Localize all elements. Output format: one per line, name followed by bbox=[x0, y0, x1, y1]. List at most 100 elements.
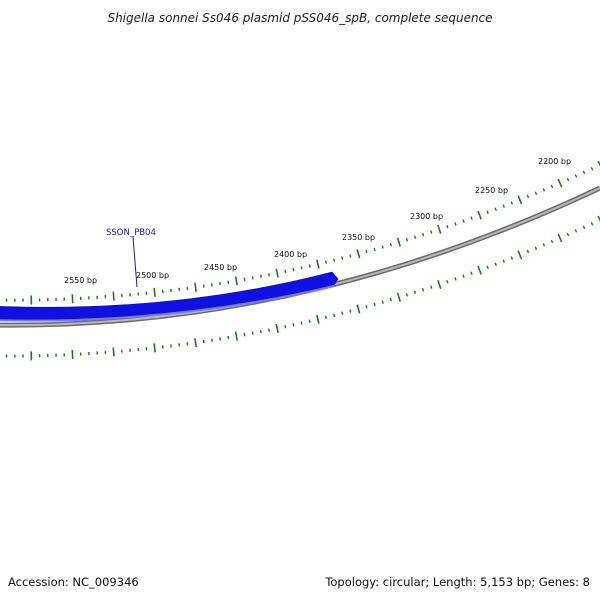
outer-major-tick bbox=[396, 237, 401, 247]
inner-minor-tick bbox=[574, 229, 578, 233]
outer-major-tick bbox=[557, 178, 563, 188]
outer-minor-tick bbox=[534, 191, 538, 195]
inner-minor-tick bbox=[510, 256, 514, 260]
outer-major-tick bbox=[194, 282, 197, 292]
outer-minor-tick bbox=[259, 274, 262, 279]
outer-major-tick bbox=[437, 224, 442, 234]
inner-minor-tick bbox=[341, 311, 344, 315]
outer-minor-tick bbox=[284, 269, 287, 274]
outer-minor-tick bbox=[462, 219, 465, 223]
outer-minor-tick bbox=[454, 222, 457, 226]
gene-label-leader bbox=[132, 236, 138, 288]
outer-major-tick bbox=[112, 291, 115, 301]
outer-minor-tick bbox=[373, 247, 376, 252]
outer-minor-tick bbox=[333, 258, 336, 262]
inner-minor-tick bbox=[381, 300, 384, 304]
outer-minor-tick bbox=[381, 245, 384, 249]
inner-minor-tick bbox=[462, 274, 465, 278]
inner-minor-tick bbox=[470, 271, 473, 275]
inner-major-tick bbox=[112, 347, 115, 357]
outer-minor-tick bbox=[349, 254, 352, 258]
outer-minor-tick bbox=[300, 266, 303, 270]
outer-minor-tick bbox=[566, 177, 570, 182]
outer-major-tick bbox=[477, 210, 482, 220]
outer-tick-ring bbox=[5, 160, 600, 305]
outer-minor-tick bbox=[542, 188, 546, 192]
outer-minor-tick bbox=[227, 280, 230, 284]
inner-major-tick bbox=[356, 304, 361, 314]
outer-major-tick bbox=[356, 249, 361, 259]
tick-label-2450: 2450 bp bbox=[204, 263, 237, 272]
inner-major-tick bbox=[194, 338, 197, 348]
inner-minor-tick bbox=[259, 329, 262, 334]
inner-major-tick bbox=[597, 215, 600, 222]
outer-minor-tick bbox=[405, 238, 409, 242]
inner-minor-tick bbox=[373, 302, 376, 307]
inner-minor-tick bbox=[446, 279, 449, 284]
outer-major-tick bbox=[517, 195, 523, 205]
gene-arrow[interactable] bbox=[0, 271, 339, 320]
outer-minor-tick bbox=[510, 201, 514, 205]
outer-minor-tick bbox=[324, 260, 327, 264]
inner-minor-tick bbox=[389, 297, 392, 302]
outer-minor-tick bbox=[243, 277, 246, 282]
tick-label-2250: 2250 bp bbox=[475, 186, 508, 195]
outer-minor-tick bbox=[421, 232, 425, 237]
outer-minor-tick bbox=[470, 216, 473, 220]
outer-minor-tick bbox=[582, 170, 586, 175]
inner-major-tick bbox=[477, 265, 482, 275]
map-title: Shigella sonnei Ss046 plasmid pSS046_spB… bbox=[107, 11, 492, 25]
inner-minor-tick bbox=[202, 339, 205, 344]
accession-text: Accession: NC_009346 bbox=[8, 575, 139, 589]
tick-label-2350: 2350 bp bbox=[342, 233, 375, 242]
outer-minor-tick bbox=[389, 242, 392, 247]
inner-major-tick bbox=[557, 233, 563, 243]
inner-minor-tick bbox=[542, 243, 546, 247]
outer-major-tick bbox=[275, 268, 279, 278]
inner-minor-tick bbox=[284, 324, 287, 329]
inner-minor-tick bbox=[486, 265, 489, 269]
inner-minor-tick bbox=[526, 249, 530, 254]
inner-minor-tick bbox=[454, 277, 457, 281]
outer-minor-tick bbox=[430, 230, 433, 234]
outer-minor-tick bbox=[574, 174, 578, 178]
inner-minor-tick bbox=[219, 337, 221, 341]
inner-major-tick bbox=[275, 323, 279, 333]
inner-major-tick bbox=[517, 250, 523, 260]
inner-minor-tick bbox=[324, 315, 327, 320]
outer-minor-tick bbox=[202, 284, 205, 288]
tick-label-2400: 2400 bp bbox=[274, 250, 307, 259]
outer-minor-tick bbox=[308, 264, 311, 268]
inner-minor-tick bbox=[292, 323, 295, 327]
outer-major-tick bbox=[597, 160, 600, 167]
outer-major-tick bbox=[234, 276, 238, 286]
inner-major-tick bbox=[396, 292, 401, 302]
inner-major-tick bbox=[234, 331, 238, 341]
inner-minor-tick bbox=[365, 305, 368, 309]
inner-minor-tick bbox=[582, 225, 586, 230]
gene-feature-sson-pb04[interactable] bbox=[0, 271, 339, 322]
inner-minor-tick bbox=[502, 259, 505, 263]
tick-labels: 2200 bp 2250 bp 2300 bp 2350 bp 2400 bp … bbox=[64, 157, 571, 285]
outer-minor-tick bbox=[341, 256, 344, 260]
outer-minor-tick bbox=[292, 267, 295, 272]
inner-minor-tick bbox=[413, 290, 417, 295]
outer-minor-tick bbox=[502, 204, 505, 208]
inner-minor-tick bbox=[333, 313, 336, 318]
inner-minor-tick bbox=[308, 319, 311, 323]
inner-minor-tick bbox=[494, 262, 497, 266]
inner-minor-tick bbox=[349, 309, 352, 313]
outer-minor-tick bbox=[486, 210, 489, 214]
tick-label-2200: 2200 bp bbox=[538, 157, 571, 166]
inner-minor-tick bbox=[421, 287, 425, 292]
gene-arrow-underline bbox=[0, 285, 335, 322]
inner-minor-tick bbox=[243, 332, 246, 337]
outer-minor-tick bbox=[365, 249, 368, 254]
outer-major-tick bbox=[316, 259, 320, 269]
gene-label[interactable]: SSON_PB04 bbox=[106, 228, 156, 238]
inner-minor-tick bbox=[430, 285, 433, 289]
inner-minor-tick bbox=[300, 321, 303, 325]
inner-minor-tick bbox=[405, 293, 409, 297]
outer-minor-tick bbox=[526, 194, 530, 199]
outer-minor-tick bbox=[413, 235, 417, 239]
